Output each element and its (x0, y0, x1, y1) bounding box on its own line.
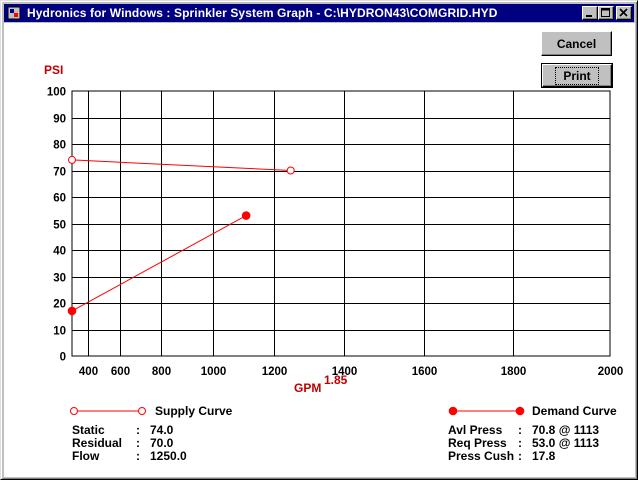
supply-point (286, 166, 295, 175)
x-tick-label: 1000 (201, 366, 227, 378)
supply-legend-marker (70, 407, 146, 415)
y-tick-label: 90 (53, 114, 66, 126)
y-axis-label: PSI (44, 63, 63, 77)
minimize-icon (586, 15, 592, 17)
x-tick-label: 1600 (412, 366, 438, 378)
info-value: 53.0 @ 1113 (532, 436, 600, 450)
info-label: Avl Press (448, 423, 503, 437)
x-tick-label: 800 (152, 366, 171, 378)
supply-info-row: Static : 74.0 (72, 424, 187, 437)
x-tick-label: 2000 (598, 366, 624, 378)
app-icon[interactable] (7, 6, 21, 20)
window-title: Hydronics for Windows : Sprinkler System… (27, 6, 498, 20)
info-value: 1250.0 (150, 449, 187, 463)
demand-point (67, 306, 77, 316)
demand-info-row: Req Press : 53.0 @ 1113 (448, 437, 599, 450)
graph-area: 0 10 20 30 40 50 60 70 80 90 100 400 600 800 1000 1200 1… (4, 23, 635, 477)
info-sep: : (136, 436, 140, 450)
info-label: Req Press (448, 436, 507, 450)
title-bar[interactable]: Hydronics for Windows : Sprinkler System… (4, 4, 634, 22)
x-tick-label: 1200 (262, 366, 288, 378)
x-tick-label: 1800 (501, 366, 527, 378)
demand-legend-label: Demand Curve (532, 404, 617, 418)
cancel-button[interactable]: Cancel (541, 31, 612, 56)
info-label: Static (72, 423, 105, 437)
y-tick-label: 80 (53, 140, 66, 152)
y-tick-label: 100 (47, 87, 66, 99)
y-tick-label: 40 (53, 246, 66, 258)
y-tick-label: 70 (53, 167, 66, 179)
x-axis-label: GPM (294, 381, 321, 395)
maximize-button[interactable] (598, 6, 614, 20)
supply-info: Static : 74.0 Residual : 70.0 Flow : 125… (72, 424, 187, 463)
info-value: 70.8 @ 1113 (532, 423, 600, 437)
info-sep: : (136, 449, 140, 463)
x-tick-label: 1400 (332, 366, 358, 378)
info-label: Flow (72, 449, 100, 463)
y-tick-label: 50 (53, 220, 66, 232)
x-tick-label: 400 (79, 366, 98, 378)
info-value: 17.8 (532, 449, 556, 463)
info-value: 74.0 (150, 423, 174, 437)
x-axis-exponent: 1.85 (324, 373, 348, 387)
demand-info: Avl Press : 70.8 @ 1113 Req Press : 53.0… (448, 424, 599, 463)
supply-info-row: Flow : 1250.0 (72, 450, 187, 463)
y-tick-label: 20 (53, 299, 66, 311)
info-value: 70.0 (150, 436, 174, 450)
cancel-button-label: Cancel (556, 36, 597, 51)
supply-point (68, 155, 76, 164)
y-tick-label: 0 (60, 352, 66, 364)
demand-curve-line (71, 215, 247, 312)
sprinkler-graph: 0 10 20 30 40 50 60 70 80 90 100 400 600 800 1000 1200 1… (44, 63, 624, 395)
info-sep: : (518, 436, 522, 450)
info-label: Press Cush (448, 449, 515, 463)
demand-point (241, 211, 251, 220)
close-icon (619, 8, 628, 17)
supply-legend-label: Supply Curve (155, 404, 233, 418)
info-sep: : (518, 423, 522, 437)
y-tick-label: 30 (53, 273, 66, 285)
info-sep: : (518, 449, 522, 463)
close-button[interactable] (616, 6, 632, 20)
minimize-button[interactable] (582, 6, 598, 20)
demand-info-row: Press Cush : 17.8 (448, 450, 599, 463)
x-tick-label: 600 (111, 366, 130, 378)
y-tick-label: 60 (53, 193, 66, 205)
demand-legend-marker (448, 406, 525, 416)
plot-frame (71, 90, 611, 357)
info-label: Residual (72, 436, 123, 450)
supply-info-row: Residual : 70.0 (72, 437, 187, 450)
y-tick-label: 10 (53, 326, 66, 338)
info-sep: : (136, 423, 140, 437)
print-button-label: Print (555, 66, 599, 85)
supply-curve-line (71, 159, 291, 171)
maximize-icon (601, 8, 610, 17)
demand-info-row: Avl Press : 70.8 @ 1113 (448, 424, 599, 437)
print-button[interactable]: Print (541, 63, 613, 88)
